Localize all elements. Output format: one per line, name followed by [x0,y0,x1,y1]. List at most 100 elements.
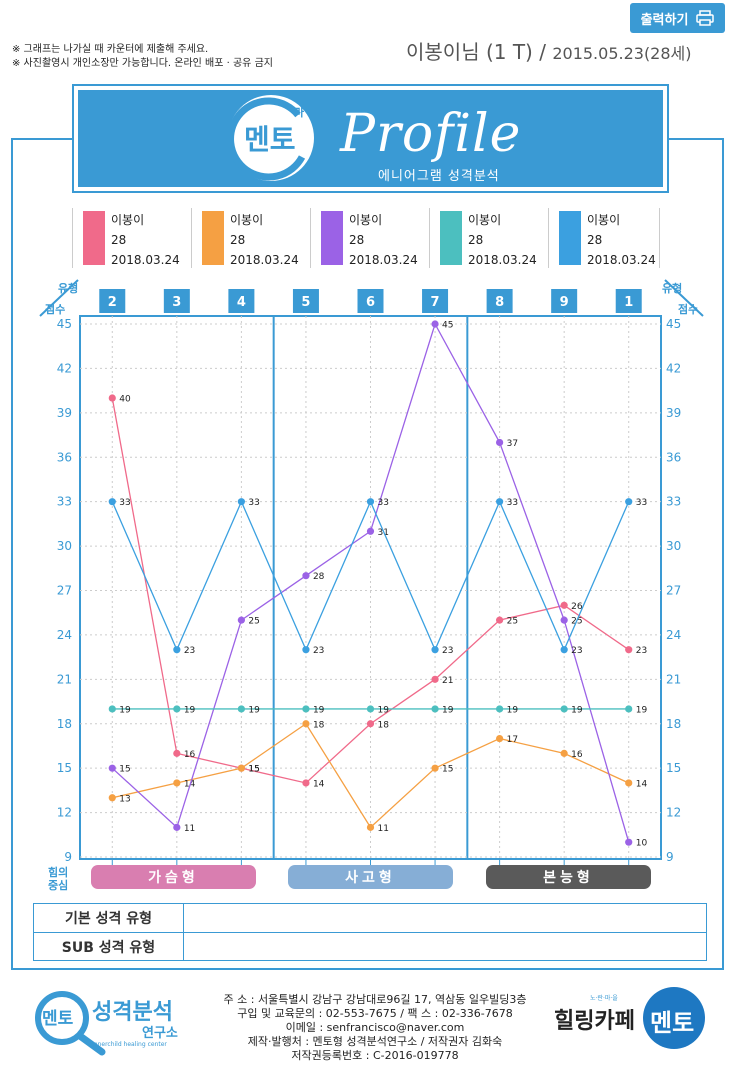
center-label-line1: 힘의 [48,866,69,879]
data-point [560,616,568,624]
y-tick-left: 45 [57,317,72,331]
data-point [496,438,504,447]
print-button[interactable]: 출력하기 [630,3,725,33]
corner-diagonal-right [664,279,704,317]
printer-icon [696,10,715,26]
legend-item: 이봉이 28 2018.03.24 [72,208,183,268]
footer-line: 구입 및 교육문의 : 02-553-7675 / 팩 스 : 02-336-7… [237,1007,513,1020]
data-point [496,734,504,743]
footer-line: 이메일 : senfrancisco@naver.com [285,1021,465,1034]
sub-type-label: SUB 성격 유형 [34,933,184,961]
type-number: 8 [495,295,504,310]
print-label: 출력하기 [640,12,689,28]
legend-item: 이봉이 28 2018.03.24 [429,208,540,268]
data-label: 13 [119,794,130,804]
y-tick-left: 33 [57,495,72,509]
legend-swatch [202,211,224,265]
data-point [496,616,504,624]
data-point [108,705,116,713]
header-person: 이봉이님 (1 T) / 2015.05.23(28세) [406,36,692,65]
type-box [99,289,126,313]
y-tick-right: 30 [666,539,681,553]
person-name: 이봉이님 (1 T) / [406,40,546,64]
legend-date: 2018.03.24 [587,253,656,267]
y-tick-right: 21 [666,672,681,686]
data-point [302,705,310,713]
data-label: 11 [184,824,195,834]
y-tick-right: 12 [666,806,681,820]
banner-background: 멘토 마 Profile 에니어그램 성격분석 [78,90,663,187]
type-box [422,289,449,313]
data-point [302,646,310,654]
type-number: 7 [431,295,440,310]
data-point [302,572,310,580]
data-label: 16 [184,750,196,760]
data-point [431,675,439,683]
data-point [302,720,310,728]
y-tick-left: 9 [64,850,72,864]
data-label: 15 [248,765,259,775]
summary-row-basic: 기본 성격 유형 [34,904,706,933]
legend-name: 이봉이 [111,213,145,227]
legend-date: 2018.03.24 [230,253,299,267]
y-tick-left: 27 [57,584,72,598]
center-label-line2: 중심 [48,879,69,892]
y-tick-left: 36 [57,450,72,464]
y-tick-left: 24 [57,628,72,642]
y-tick-left: 18 [57,717,72,731]
y-tick-right: 36 [666,450,681,464]
footer-line: 주 소 : 서울특별시 강남구 강남대로96길 17, 역삼동 일우빌딩3층 [223,993,527,1006]
footer-info: 주 소 : 서울특별시 강남구 강남대로96길 17, 역삼동 일우빌딩3층 구… [205,993,545,1063]
mentor-badge-text: 멘토 [650,1009,695,1037]
legend-date: 2018.03.24 [111,253,180,267]
data-label: 23 [184,646,195,656]
healing-cafe-text: 힐링카페 [554,1008,635,1034]
legend-swatch [440,211,462,265]
y-tick-right: 9 [666,850,674,864]
data-point [173,749,181,757]
y-tick-right: 27 [666,584,681,598]
legend-swatch [321,211,343,265]
data-point [366,527,375,535]
data-label: 26 [571,602,583,612]
footer-line: 저작권등록번호 : C-2016-019778 [291,1049,459,1062]
data-point [173,823,181,831]
data-point [366,823,375,831]
data-label: 19 [636,705,648,715]
banner-logo-text: 멘토 [244,123,296,156]
type-box [486,289,513,313]
data-label: 37 [507,439,518,449]
y-tick-right: 39 [666,406,681,420]
group-head: 사고형 [288,865,453,889]
type-number: 4 [237,295,246,310]
y-tick-left: 21 [57,672,72,686]
data-point [366,720,375,728]
summary-row-sub: SUB 성격 유형 [34,933,706,961]
data-label: 25 [248,617,259,627]
type-number: 9 [560,295,569,310]
data-label: 19 [507,705,519,715]
data-point [108,764,116,772]
footer-logo-left: 멘토 성격분석 연구소 Innerchild healing center [30,988,200,1056]
data-point [560,601,568,609]
data-label: 11 [378,824,389,834]
footer-logo-mentor: 멘토 [42,1009,74,1029]
data-point [496,705,504,713]
data-label: 19 [184,705,196,715]
type-number: 6 [366,295,375,310]
group-heart: 가슴형 [91,865,256,889]
data-label: 23 [313,646,324,656]
y-tick-right: 45 [666,317,681,331]
data-point [108,794,116,802]
data-label: 15 [119,765,130,775]
type-number: 5 [301,295,310,310]
y-tick-right: 15 [666,761,681,775]
data-point [108,498,116,506]
footer-line: 제작·발행처 : 멘토형 성격분석연구소 / 저작권자 김화숙 [247,1035,503,1048]
data-point [173,646,181,654]
corner-diagonal-left [39,279,79,317]
data-point [173,705,181,713]
data-point [237,764,245,772]
person-date: 2015.05.23(28세) [552,44,692,63]
